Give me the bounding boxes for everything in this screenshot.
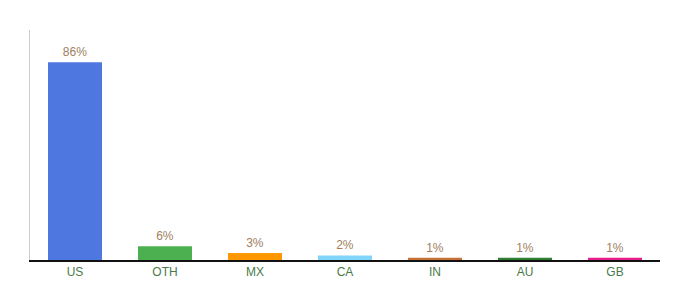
svg-text:1%: 1%: [516, 241, 534, 255]
svg-text:1%: 1%: [606, 241, 624, 255]
svg-text:2%: 2%: [336, 238, 354, 252]
svg-text:AU: AU: [517, 265, 534, 279]
svg-text:3%: 3%: [246, 236, 264, 250]
svg-text:OTH: OTH: [152, 265, 177, 279]
svg-text:CA: CA: [337, 265, 354, 279]
svg-text:GB: GB: [606, 265, 623, 279]
svg-text:US: US: [67, 265, 84, 279]
svg-text:IN: IN: [429, 265, 441, 279]
svg-text:1%: 1%: [426, 241, 444, 255]
svg-text:86%: 86%: [63, 45, 87, 59]
svg-text:6%: 6%: [156, 229, 174, 243]
svg-text:MX: MX: [246, 265, 264, 279]
